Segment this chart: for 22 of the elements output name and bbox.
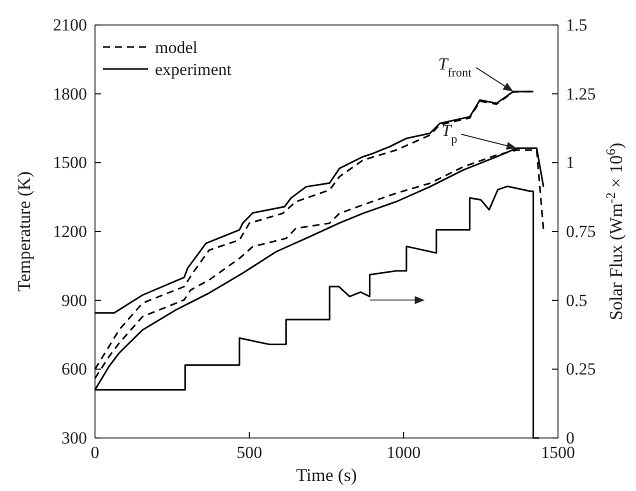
x-axis-title: Time (s)	[296, 465, 357, 485]
y2-tick-label: 1.25	[566, 84, 596, 104]
legend-label: experiment	[155, 60, 232, 79]
y-tick-label: 600	[62, 360, 87, 379]
y-tick-label: 1200	[53, 222, 87, 241]
y2-tick-label: 0.75	[566, 222, 596, 241]
x-tick-label: 0	[90, 443, 100, 462]
legend-label: model	[155, 38, 198, 57]
y2-tick-label: 0.5	[566, 290, 588, 310]
x-tick-label: 1000	[386, 443, 421, 462]
y-tick-label: 900	[62, 290, 87, 310]
y2-tick-label: 1	[566, 153, 574, 172]
y-tick-label: 1800	[53, 84, 87, 104]
y-axis-title: Temperature (K)	[14, 171, 34, 292]
annotation: T$_{front}$	[438, 54, 472, 80]
annotation: T$_{p}$	[442, 121, 458, 146]
y2-tick-label: 1.5	[566, 15, 588, 34]
y-tick-label: 300	[62, 428, 87, 448]
y-tick-label: 1500	[53, 153, 87, 172]
y2-tick-label: 0.25	[566, 360, 596, 379]
y-tick-label: 2100	[53, 15, 87, 34]
x-tick-label: 500	[236, 443, 262, 462]
